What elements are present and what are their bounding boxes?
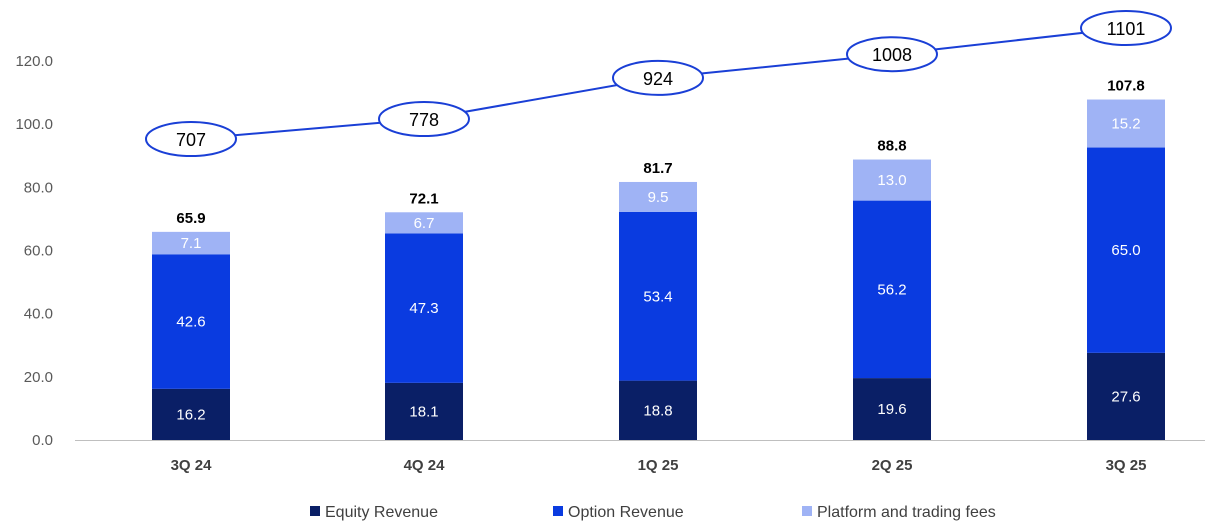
line-point-label: 1008 bbox=[872, 45, 912, 65]
line-point-label: 778 bbox=[409, 110, 439, 130]
bar-segment-option-revenue bbox=[853, 200, 931, 379]
y-tick-label: 80.0 bbox=[24, 179, 53, 196]
legend-label: Platform and trading fees bbox=[817, 504, 996, 521]
line-point-label: 1101 bbox=[1107, 19, 1146, 39]
segment-value-label: 47.3 bbox=[409, 300, 438, 317]
bar-segment-platform-and-trading-fees bbox=[853, 159, 931, 201]
legend-label: Equity Revenue bbox=[325, 504, 438, 521]
segment-value-label: 9.5 bbox=[648, 189, 669, 206]
legend-swatch bbox=[553, 506, 563, 516]
bar-segment-platform-and-trading-fees bbox=[1087, 99, 1165, 148]
x-category-label: 1Q 25 bbox=[638, 457, 679, 474]
y-tick-label: 0.0 bbox=[32, 432, 53, 449]
bar-segment-equity-revenue bbox=[1087, 352, 1165, 440]
x-category-label: 2Q 25 bbox=[872, 457, 913, 474]
line-point-bubble bbox=[145, 121, 237, 157]
x-category-label: 3Q 24 bbox=[171, 457, 213, 474]
bar-segment-option-revenue bbox=[1087, 147, 1165, 353]
segment-value-label: 18.8 bbox=[643, 402, 672, 419]
bar-segment-equity-revenue bbox=[619, 380, 697, 440]
line-point-label: 924 bbox=[643, 69, 673, 89]
legend-swatch bbox=[310, 506, 320, 516]
bar-segment-equity-revenue bbox=[385, 382, 463, 440]
line-point-bubble bbox=[612, 59, 704, 96]
legend-swatch bbox=[802, 506, 812, 516]
line-point-label: 707 bbox=[176, 130, 206, 150]
bar-segment-equity-revenue bbox=[152, 388, 230, 440]
y-tick-label: 100.0 bbox=[15, 116, 53, 133]
segment-value-label: 16.2 bbox=[176, 406, 205, 423]
segment-value-label: 6.7 bbox=[414, 215, 435, 232]
bar-total-label: 107.8 bbox=[1107, 78, 1145, 95]
segment-value-label: 56.2 bbox=[877, 281, 906, 298]
legend-label: Option Revenue bbox=[568, 504, 684, 521]
bar-segment-platform-and-trading-fees bbox=[619, 181, 697, 212]
x-category-label: 4Q 24 bbox=[404, 457, 446, 474]
bar-segment-equity-revenue bbox=[853, 378, 931, 440]
bar-total-label: 81.7 bbox=[643, 160, 672, 177]
bar-total-label: 65.9 bbox=[176, 210, 205, 227]
x-category-label: 3Q 25 bbox=[1106, 457, 1147, 474]
bar-segment-option-revenue bbox=[152, 254, 230, 389]
segment-value-label: 53.4 bbox=[643, 288, 672, 305]
bar-segment-option-revenue bbox=[619, 211, 697, 381]
line-point-bubble bbox=[846, 36, 938, 73]
segment-value-label: 19.6 bbox=[877, 401, 906, 418]
line-point-bubble bbox=[378, 100, 470, 137]
bar-total-label: 88.8 bbox=[877, 138, 906, 155]
segment-value-label: 65.0 bbox=[1111, 242, 1140, 259]
y-tick-label: 120.0 bbox=[15, 53, 53, 70]
y-tick-label: 60.0 bbox=[24, 243, 53, 260]
segment-value-label: 27.6 bbox=[1111, 388, 1140, 405]
bar-segment-option-revenue bbox=[385, 233, 463, 383]
segment-value-label: 7.1 bbox=[181, 235, 202, 252]
segment-value-label: 15.2 bbox=[1111, 116, 1140, 133]
segment-value-label: 42.6 bbox=[176, 314, 205, 331]
segment-value-label: 18.1 bbox=[409, 403, 438, 420]
bar-segment-platform-and-trading-fees bbox=[385, 212, 463, 234]
y-tick-label: 20.0 bbox=[24, 369, 53, 386]
segment-value-label: 13.0 bbox=[877, 172, 906, 189]
y-tick-label: 40.0 bbox=[24, 306, 53, 323]
bar-total-label: 72.1 bbox=[409, 190, 438, 207]
line-point-bubble bbox=[1080, 10, 1172, 46]
bar-segment-platform-and-trading-fees bbox=[152, 231, 230, 255]
